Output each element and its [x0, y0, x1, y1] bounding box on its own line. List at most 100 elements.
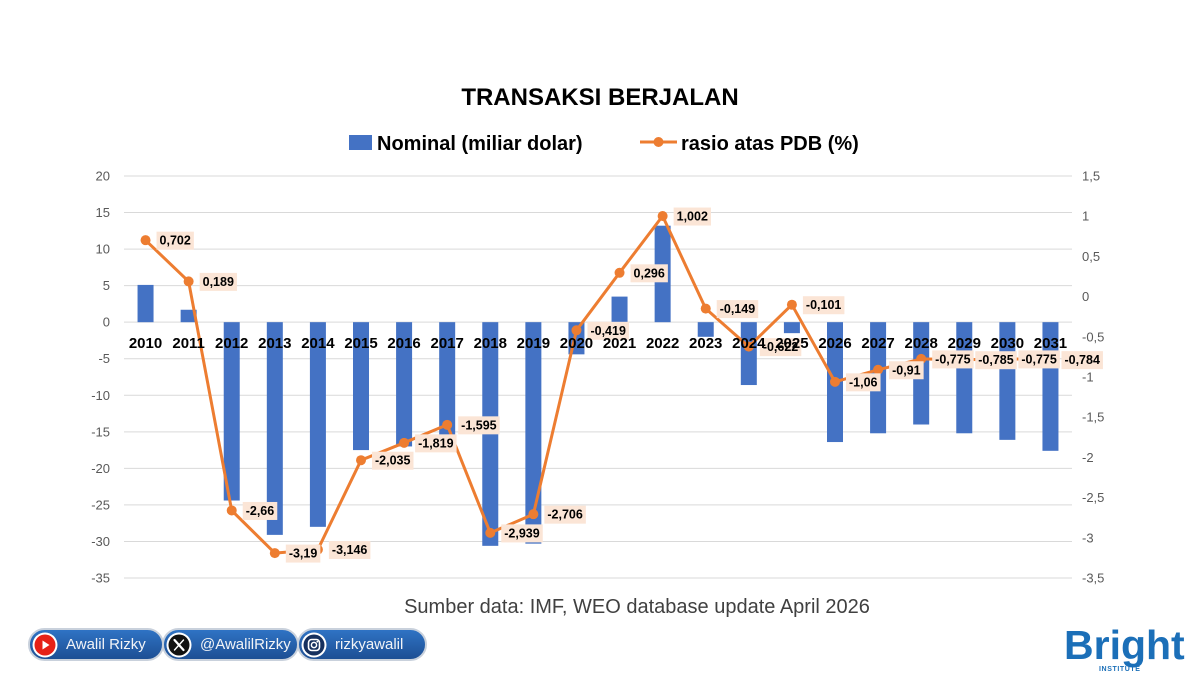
x-tick-label-2012: 2012: [215, 335, 248, 352]
data-label-box: [285, 544, 321, 563]
data-label-box: [199, 272, 237, 291]
ratio-data-label-text: -1,06: [849, 375, 878, 389]
x-tick-label-2014: 2014: [301, 335, 335, 352]
y-right-tick-label: -3,5: [1082, 571, 1104, 586]
ratio-data-label-text: 1,002: [677, 210, 708, 224]
x-tick-label-2013: 2013: [258, 335, 291, 352]
ratio-data-label-text: -0,149: [720, 302, 755, 316]
instagram-icon: [301, 632, 327, 658]
x-handle: @AwalilRizky: [200, 636, 291, 653]
y-left-tick-label: 5: [103, 278, 110, 293]
ratio-data-label-2024: -0,622: [759, 338, 802, 357]
y-left-tick-label: -20: [91, 461, 110, 476]
ratio-data-label-2012: -2,66: [242, 501, 278, 520]
x-tick-label-2027: 2027: [861, 335, 894, 352]
ratio-data-label-text: -3,19: [289, 547, 318, 561]
x-badge: @AwalilRizky: [162, 628, 299, 661]
chart-title: TRANSAKSI BERJALAN: [461, 84, 738, 111]
bright-institute-logo: Bright INSTITUTE: [1064, 622, 1185, 673]
y-left-tick-label: -30: [91, 534, 110, 549]
data-label-box: [630, 264, 668, 283]
ratio-data-label-text: -0,101: [806, 298, 841, 312]
ratio-data-label-text: 0,702: [160, 234, 191, 248]
ratio-data-label-2019: -2,706: [544, 505, 586, 524]
ratio-point-2020: [571, 325, 582, 336]
ratio-point-2016: [399, 437, 410, 448]
bar-2017: [439, 322, 456, 441]
data-label-box: [587, 321, 629, 340]
x-tick-label-2010: 2010: [129, 335, 162, 352]
ratio-data-label-text: -0,784: [1064, 353, 1099, 367]
y-right-tick-label: 1,5: [1082, 169, 1100, 184]
y-left-tick-label: -35: [91, 571, 110, 586]
ratio-data-label-text: -0,775: [935, 352, 970, 366]
data-label-box: [716, 300, 759, 319]
ratio-point-2018: [485, 527, 496, 538]
ratio-data-label-text: -0,91: [892, 363, 921, 377]
y-left-tick-label: -15: [91, 424, 110, 439]
legend-label-ratio: rasio atas PDB (%): [681, 133, 859, 155]
ratio-data-label-text: -2,939: [504, 526, 539, 540]
x-tick-label-2023: 2023: [689, 335, 722, 352]
ratio-data-label-2016: -1,819: [415, 434, 457, 453]
ratio-point-2019: [528, 509, 539, 520]
bar-2016: [396, 322, 413, 447]
x-tick-label-2018: 2018: [474, 335, 507, 352]
ratio-point-2023: [700, 303, 711, 314]
ratio-data-label-text: -2,66: [246, 504, 275, 518]
ratio-point-2010: [140, 235, 151, 246]
bar-2021: [611, 296, 628, 323]
ratio-data-label-2014: -3,146: [328, 541, 371, 560]
bar-2010: [137, 284, 154, 323]
x-tick-label-2026: 2026: [818, 335, 851, 352]
ratio-data-label-2026: -1,06: [846, 373, 881, 392]
legend-bar-swatch: [349, 135, 372, 150]
bar-2029: [956, 322, 973, 434]
instagram-handle: rizkyawalil: [335, 636, 404, 653]
ratio-data-label-text: -2,035: [375, 454, 410, 468]
category-axis-labels: 2010 2011 2012 2013 2014 2015 2016 2017 2018 2019…: [129, 335, 1067, 352]
axis-tick-labels: 20151050-5-10-15-20-25-30-351,510,50-0,5…: [91, 169, 1104, 586]
ratio-data-label-2013: -3,19: [285, 544, 321, 563]
ratio-data-label-2030: -0,775: [1018, 350, 1060, 369]
y-right-tick-label: -1,5: [1082, 410, 1104, 425]
x-tick-label-2016: 2016: [387, 335, 420, 352]
y-right-tick-label: 0,5: [1082, 249, 1100, 264]
bar-2024: [740, 322, 757, 386]
y-left-tick-label: 20: [96, 169, 110, 184]
ratio-point-2013: [269, 548, 280, 559]
y-left-tick-label: -5: [98, 351, 110, 366]
ratio-data-label-2011: 0,189: [199, 272, 237, 291]
x-tick-label-2024: 2024: [732, 335, 766, 352]
source-note: Sumber data: IMF, WEO database update Ap…: [404, 596, 870, 618]
x-tick-label-2031: 2031: [1034, 335, 1067, 352]
data-label-box: [242, 501, 278, 520]
data-label-box: [932, 350, 974, 369]
ratio-data-label-2028: -0,775: [932, 350, 974, 369]
data-label-box: [372, 451, 414, 470]
ratio-point-2026: [830, 376, 840, 387]
x-tick-label-2025: 2025: [775, 335, 808, 352]
data-label-box: [673, 207, 711, 226]
data-label-box: [501, 524, 543, 543]
ratio-point-2025: [786, 299, 797, 310]
ratio-data-label-2010: 0,702: [156, 231, 194, 250]
ratio-data-label-text: -0,622: [763, 340, 798, 354]
x-tick-label-2021: 2021: [603, 335, 636, 352]
ratio-data-label-2017: -1,595: [458, 416, 500, 435]
y-left-tick-label: -25: [91, 497, 110, 512]
data-label-box: [846, 373, 881, 392]
x-tick-label-2022: 2022: [646, 335, 679, 352]
y-right-tick-label: -2: [1082, 450, 1094, 465]
logo-tagline: INSTITUTE: [1099, 666, 1141, 673]
ratio-point-2017: [442, 419, 453, 430]
ratio-data-label-text: 0,189: [203, 275, 234, 289]
ratio-point-2024: [743, 341, 754, 352]
ratio-data-label-text: -0,785: [978, 353, 1013, 367]
x-tick-label-2029: 2029: [948, 335, 981, 352]
bar-2025: [783, 322, 800, 334]
y-right-tick-label: -3: [1082, 530, 1094, 545]
x-tick-label-2020: 2020: [560, 335, 593, 352]
ratio-data-label-2018: -2,939: [501, 524, 543, 543]
data-label-box: [975, 351, 1017, 370]
